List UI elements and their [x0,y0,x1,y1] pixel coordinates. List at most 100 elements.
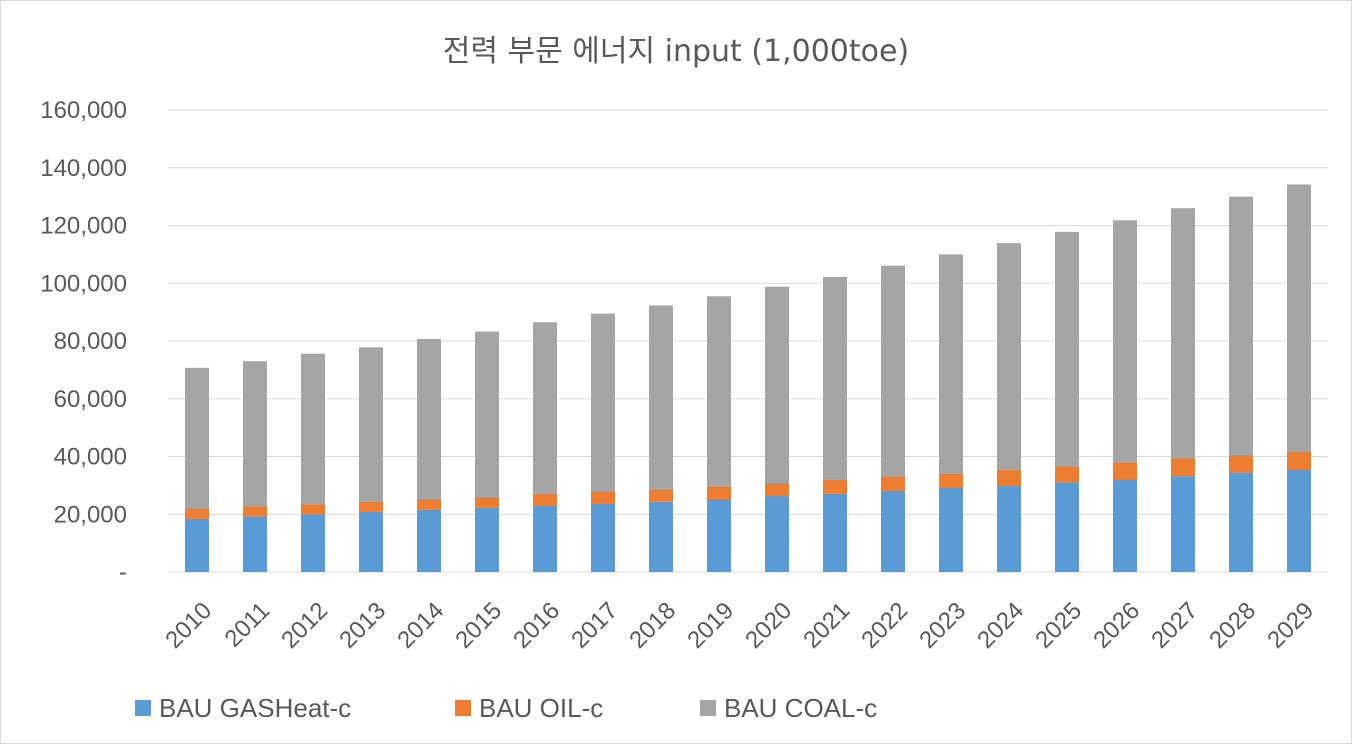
bar-segment-2025-1 [1055,466,1079,483]
bar-segment-2021-1 [823,479,847,494]
y-tick-label: 160,000 [40,97,127,124]
bar-segment-2013-0 [359,511,383,572]
x-tick-label-2011: 2011 [220,597,276,653]
x-tick-label-2028: 2028 [1204,597,1261,654]
bar-segment-2012-1 [301,504,325,515]
bar-segment-2011-0 [243,516,267,572]
grid-lines [168,109,1328,573]
x-tick-label-2016: 2016 [508,597,565,654]
bar-segment-2028-0 [1229,472,1253,572]
bar-segment-2016-1 [533,494,557,506]
bar-segment-2010-1 [185,508,209,519]
x-tick-label-2029: 2029 [1262,597,1319,654]
bar-segment-2024-1 [997,469,1021,486]
legend-label-gasheat: BAU GASHeat-c [159,692,352,723]
chart-title: 전력 부문 에너지 input (1,000toe) [442,34,910,69]
bar-segment-2015-0 [475,507,499,572]
x-tick-label-2018: 2018 [624,597,681,654]
y-tick-label: - [119,559,127,586]
legend-label-oil: BAU OIL-c [479,692,604,723]
bar-segment-2012-0 [301,514,325,572]
bar-segment-2013-1 [359,501,383,512]
x-axis-ticks: 2010 2011 2012 2013 2014 2015 2016 2017 2018 2019… [160,597,1319,654]
x-tick-label-2026: 2026 [1088,597,1145,654]
bar-segment-2029-1 [1287,451,1311,470]
legend-swatch-gasheat [135,700,151,716]
bar-segment-2018-2 [649,305,673,489]
bar-segment-2027-2 [1171,208,1195,459]
bar-segment-2027-1 [1171,458,1195,477]
bar-segment-2016-2 [533,322,557,495]
bar-segment-2013-2 [359,347,383,502]
x-tick-label-2017: 2017 [566,597,623,654]
x-tick-label-2019: 2019 [682,597,739,654]
bar-segment-2026-1 [1113,462,1137,480]
bar-segment-2027-0 [1171,476,1195,572]
x-tick-label-2022: 2022 [856,597,913,654]
bar-segment-2012-2 [301,353,325,505]
x-tick-label-2013: 2013 [334,597,391,654]
x-tick-label-2012: 2012 [276,597,333,654]
x-tick-label-2023: 2023 [914,597,971,654]
bar-segment-2023-2 [939,254,963,474]
y-tick-label: 60,000 [54,386,127,413]
y-tick-label: 40,000 [54,444,127,471]
bar-segment-2029-0 [1287,469,1311,572]
y-tick-label: 120,000 [40,213,127,240]
bar-segment-2020-1 [765,483,789,497]
legend-item-gasheat: BAU GASHeat-c [135,690,351,726]
bar-segment-2025-0 [1055,482,1079,572]
bar-segment-2019-0 [707,498,731,572]
x-tick-label-2014: 2014 [392,597,449,654]
bar-segment-2021-0 [823,493,847,572]
bar-segment-2024-0 [997,485,1021,572]
bar-segment-2019-1 [707,486,731,499]
bar-segment-2023-1 [939,473,963,488]
bar-segment-2010-0 [185,518,209,572]
bar-stacks [185,184,1311,572]
legend-item-oil: BAU OIL-c [455,690,603,726]
bar-segment-2028-1 [1229,455,1253,473]
x-tick-label-2020: 2020 [740,597,797,654]
bar-segment-2025-2 [1055,231,1079,467]
x-tick-label-2024: 2024 [972,597,1029,654]
bar-segment-2018-1 [649,488,673,502]
bar-segment-2022-2 [881,265,905,477]
bar-segment-2015-2 [475,331,499,497]
bar-segment-2020-2 [765,286,789,484]
bar-segment-2011-2 [243,361,267,507]
x-tick-label-2027: 2027 [1146,597,1203,654]
x-tick-label-2015: 2015 [450,597,507,654]
bar-segment-2016-0 [533,505,557,572]
bar-segment-2019-2 [707,296,731,487]
x-tick-label-2010: 2010 [160,597,217,654]
y-tick-label: 80,000 [54,328,127,355]
legend-item-coal: BAU COAL-c [700,690,877,726]
bar-segment-2018-0 [649,501,673,572]
bar-segment-2014-0 [417,509,441,572]
bar-segment-2026-2 [1113,220,1137,463]
bar-segment-2014-2 [417,338,441,499]
bar-segment-2022-0 [881,490,905,572]
bar-segment-2024-2 [997,243,1021,470]
bar-segment-2020-0 [765,496,789,572]
bar-segment-2010-2 [185,367,209,509]
bar-segment-2015-1 [475,496,499,508]
legend-label-coal: BAU COAL-c [724,692,878,723]
bar-segment-2017-1 [591,491,615,504]
bar-segment-2017-2 [591,313,615,492]
y-tick-label: 140,000 [40,155,127,182]
y-tick-label: 100,000 [40,270,127,297]
bar-segment-2022-1 [881,476,905,491]
legend-swatch-coal [700,700,716,716]
bar-segment-2014-1 [417,498,441,510]
x-tick-label-2025: 2025 [1030,597,1087,654]
x-tick-label-2021: 2021 [798,597,855,654]
bar-segment-2021-2 [823,276,847,480]
bar-segment-2011-1 [243,506,267,517]
bar-segment-2029-2 [1287,184,1311,452]
bar-segment-2028-2 [1229,196,1253,456]
bar-segment-2026-0 [1113,479,1137,572]
y-axis-ticks: - 20,000 40,000 60,000 80,000 100,000 120,000 1… [40,97,127,586]
